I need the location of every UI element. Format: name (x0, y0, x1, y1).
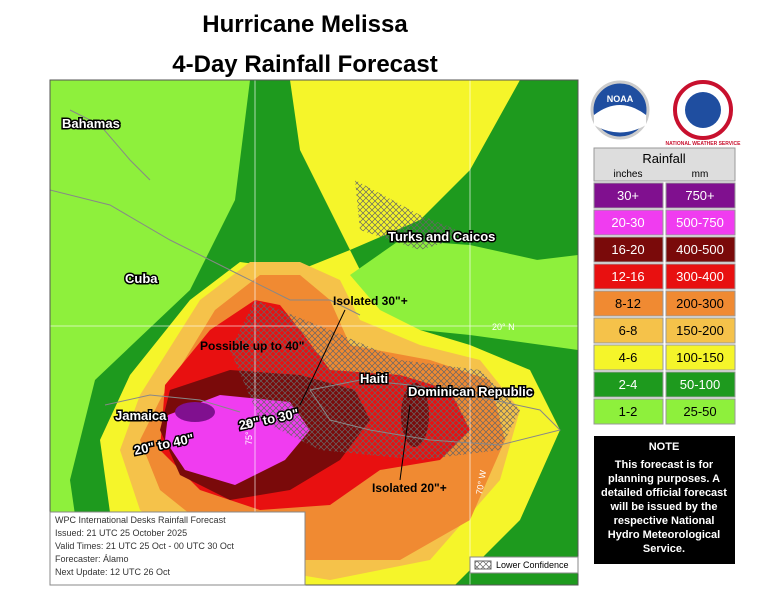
legend-swatch (593, 398, 664, 425)
map-label: Possible up to 40" (200, 339, 304, 353)
legend-label: 1-2 (619, 404, 638, 419)
info-line: Valid Times: 21 UTC 25 Oct - 00 UTC 30 O… (55, 541, 234, 551)
legend-label: 4-6 (619, 350, 638, 365)
legend-label: 12-16 (611, 269, 644, 284)
map (50, 80, 578, 585)
legend-title: Rainfall (642, 151, 685, 166)
grid-label: 20° N (492, 322, 515, 332)
legend-label: 30+ (617, 188, 639, 203)
legend-swatch (665, 182, 736, 209)
legend-swatch (665, 290, 736, 317)
legend-swatch (665, 263, 736, 290)
rain-area (175, 402, 215, 422)
note-text: This forecast is for planning purposes. A… (601, 459, 727, 555)
legend-unit: inches (614, 169, 643, 180)
map-label: Jamaica (115, 408, 167, 423)
legend-label: 150-200 (676, 323, 724, 338)
info-line: Next Update: 12 UTC 26 Oct (55, 567, 171, 577)
legend-label: 20-30 (611, 215, 644, 230)
map-label: Isolated 30"+ (333, 294, 408, 308)
leader-lines (299, 309, 411, 481)
hatch-legend-label: Lower Confidence (496, 560, 569, 570)
legend-swatch (593, 344, 664, 371)
logo-text: NATIONAL WEATHER SERVICE (666, 141, 742, 147)
legend-label: 100-150 (676, 350, 724, 365)
legend-swatch (665, 236, 736, 263)
legend-swatch (593, 263, 664, 290)
map-label: Cuba (125, 271, 158, 286)
lower-confidence-area (230, 180, 520, 460)
info-text: WPC International Desks Rainfall Forecas… (55, 515, 234, 577)
note-box (594, 436, 735, 564)
rain-area (350, 240, 560, 335)
legend: 30+ 750+ 20-30 500-750 16-20 400-500 12-16 300-… (593, 182, 736, 425)
grid-label: 75° W (244, 420, 254, 445)
legend-label: 6-8 (619, 323, 638, 338)
legend-swatch (593, 290, 664, 317)
legend-label: 500-750 (676, 215, 724, 230)
nws-logo: NATIONAL WEATHER SERVICE (666, 80, 742, 147)
map-label: Isolated 20"+ (372, 481, 447, 495)
map-label: Dominican Republic (408, 384, 533, 399)
legend-header (593, 147, 736, 182)
info-line: Issued: 21 UTC 25 October 2025 (55, 528, 187, 538)
info-line: Forecaster: Álamo (55, 554, 129, 564)
legend-label: 200-300 (676, 296, 724, 311)
legend-swatch (665, 209, 736, 236)
grid-lines (50, 80, 578, 585)
info-box (49, 511, 306, 586)
map-frame (49, 79, 579, 586)
legend-swatch (665, 398, 736, 425)
title: Hurricane Melissa (202, 11, 408, 38)
legend-swatch (665, 317, 736, 344)
legend-label: 400-500 (676, 242, 724, 257)
hatch-swatch (474, 560, 492, 570)
legend-label: 25-50 (683, 404, 716, 419)
legend-swatch (665, 344, 736, 371)
legend-label: 2-4 (619, 377, 638, 392)
legend-swatch (593, 236, 664, 263)
logo-text: NOAA (607, 94, 634, 104)
legend-label: 16-20 (611, 242, 644, 257)
note-body: This forecast is for planning purposes. A… (601, 459, 727, 555)
map-label: Haiti (360, 371, 388, 386)
map-label: Turks and Caicos (388, 229, 495, 244)
hatch-legend (469, 556, 579, 574)
legend-label: 8-12 (615, 296, 641, 311)
legend-swatch (593, 209, 664, 236)
legend-swatch (593, 317, 664, 344)
legend-label: 750+ (685, 188, 714, 203)
legend-label: 50-100 (680, 377, 720, 392)
legend-swatch (593, 371, 664, 398)
grid-label: 70° W (474, 469, 488, 495)
title: 4-Day Rainfall Forecast (172, 51, 437, 78)
legend-label: 300-400 (676, 269, 724, 284)
legend-unit: mm (692, 169, 709, 180)
map-label: Bahamas (62, 116, 120, 131)
legend-swatch (665, 371, 736, 398)
info-line: WPC International Desks Rainfall Forecas… (55, 515, 226, 525)
coastlines (50, 109, 561, 446)
note-title: NOTE (649, 441, 680, 453)
legend-swatch (593, 182, 664, 209)
noaa-logo: NOAA (590, 80, 650, 140)
